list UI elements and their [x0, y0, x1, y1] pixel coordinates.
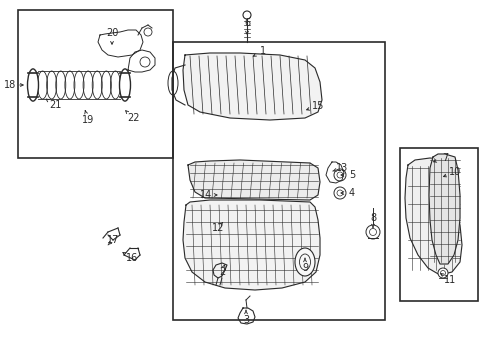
Text: 8: 8	[369, 213, 375, 223]
Bar	[399, 148, 477, 301]
Circle shape	[333, 169, 346, 181]
Bar	[173, 42, 384, 320]
Text: 21: 21	[49, 100, 61, 110]
Text: 15: 15	[311, 101, 324, 111]
Circle shape	[437, 268, 447, 278]
Text: 5: 5	[348, 170, 354, 180]
Text: 18: 18	[4, 80, 16, 90]
Text: 4: 4	[348, 188, 354, 198]
Circle shape	[333, 187, 346, 199]
Text: 12: 12	[211, 223, 224, 233]
Text: 10: 10	[448, 167, 460, 177]
Polygon shape	[187, 160, 319, 200]
Text: 14: 14	[200, 190, 212, 200]
Circle shape	[365, 225, 379, 239]
Circle shape	[243, 11, 250, 19]
Ellipse shape	[294, 248, 314, 276]
Text: 1: 1	[260, 46, 265, 56]
Polygon shape	[183, 200, 319, 290]
Text: 11: 11	[443, 275, 455, 285]
Text: 3: 3	[243, 315, 248, 325]
Ellipse shape	[119, 69, 130, 101]
Bar	[18, 10, 173, 158]
Polygon shape	[404, 158, 461, 275]
Text: 19: 19	[81, 115, 94, 125]
Ellipse shape	[27, 69, 39, 101]
Text: 20: 20	[105, 28, 118, 38]
Text: 9: 9	[301, 263, 307, 273]
Polygon shape	[428, 154, 459, 264]
Text: 17: 17	[106, 235, 119, 245]
Text: 7: 7	[441, 153, 447, 163]
Text: 16: 16	[125, 253, 138, 263]
Text: 2: 2	[219, 267, 224, 277]
Text: 22: 22	[126, 113, 139, 123]
Polygon shape	[183, 53, 321, 120]
Text: 13: 13	[335, 163, 347, 173]
Text: 6: 6	[244, 18, 249, 28]
